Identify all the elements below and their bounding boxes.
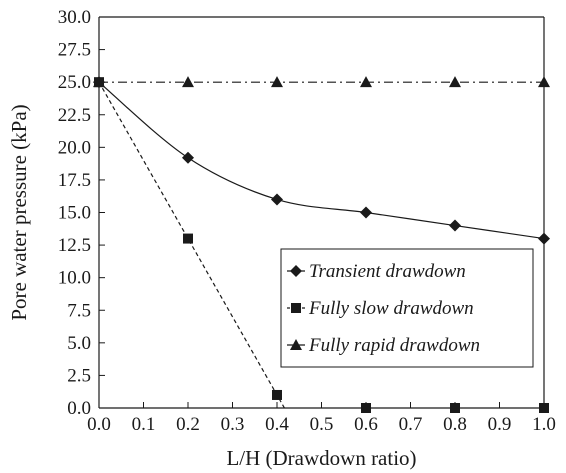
axes-layer — [98, 16, 545, 409]
data-point-diamond — [449, 219, 461, 232]
series-diamond — [93, 76, 550, 245]
legend-item: Transient drawdown — [287, 261, 466, 282]
x-axis-title: L/H (Drawdown ratio) — [226, 446, 416, 470]
x-tick-label: 0.3 — [221, 414, 245, 435]
y-tick-label: 5.0 — [67, 333, 91, 354]
data-point-square — [183, 233, 193, 244]
x-tick-label: 0.2 — [176, 414, 200, 435]
x-tick-label: 0.4 — [265, 414, 289, 435]
series-line-diamond — [99, 81, 544, 240]
x-tick-label: 0.5 — [310, 414, 334, 435]
data-point-square — [272, 389, 282, 400]
legend-item: Fully rapid drawdown — [287, 335, 480, 356]
x-tick-label: 0.7 — [399, 414, 423, 435]
legend-item: Fully slow drawdown — [287, 298, 474, 319]
y-tick-label: 17.5 — [58, 170, 91, 191]
data-point-triangle — [360, 76, 372, 88]
y-tick-label: 27.5 — [58, 40, 91, 61]
legend-marker-square — [291, 303, 301, 313]
legend-label: Fully slow drawdown — [308, 298, 474, 319]
data-point-triangle — [449, 76, 461, 88]
legend-label: Fully rapid drawdown — [308, 335, 480, 356]
data-point-triangle — [182, 76, 194, 88]
x-tick-label: 0.1 — [132, 414, 156, 435]
y-tick-label: 15.0 — [58, 203, 91, 224]
x-tick-label: 0.8 — [443, 414, 467, 435]
data-point-diamond — [182, 151, 194, 164]
data-point-diamond — [271, 193, 283, 206]
series-triangle — [93, 76, 550, 88]
y-axis-title: Pore water pressure (kPa) — [7, 104, 31, 320]
tick-layer: 0.0 0.1 0.2 0.3 0.4 0.5 0.6 0.7 0.8 0.9 1.0 0.0 2.5 5… — [58, 7, 556, 435]
legend-marker-triangle — [290, 339, 302, 350]
data-point-diamond — [360, 206, 372, 219]
series-line-square — [99, 81, 286, 408]
x-tick-label: 1.0 — [532, 414, 556, 435]
x-tick-label: 0.9 — [488, 414, 512, 435]
x-tick-label: 0.0 — [87, 414, 111, 435]
y-tick-label: 25.0 — [58, 72, 91, 93]
y-tick-label: 7.5 — [67, 300, 91, 321]
legend: Transient drawdown Fully slow drawdown Ful… — [280, 248, 534, 368]
y-tick-label: 20.0 — [58, 137, 91, 158]
legend-label: Transient drawdown — [309, 261, 466, 282]
y-tick-label: 30.0 — [58, 7, 91, 28]
y-tick-label: 22.5 — [58, 105, 91, 126]
legend-box — [280, 248, 534, 368]
y-tick-label: 12.5 — [58, 235, 91, 256]
y-tick-label: 10.0 — [58, 268, 91, 289]
x-tick-label: 0.6 — [354, 414, 378, 435]
legend-marker-diamond — [290, 265, 302, 277]
y-tick-label: 0.0 — [67, 398, 91, 419]
data-point-triangle — [271, 76, 283, 88]
y-tick-label: 2.5 — [67, 365, 91, 386]
